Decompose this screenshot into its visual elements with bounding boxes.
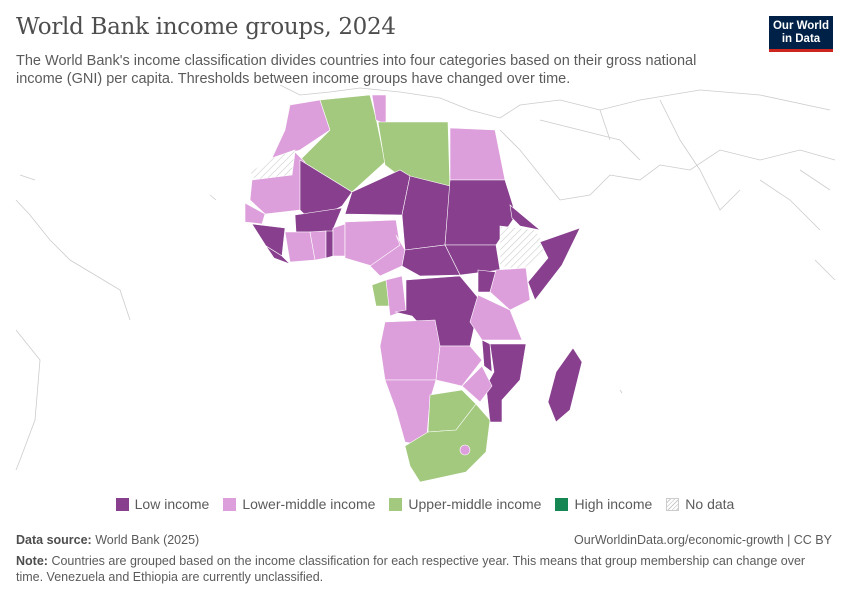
source-label: Data source:	[16, 533, 92, 547]
legend-swatch	[223, 497, 237, 511]
legend-item-lower-middle[interactable]: Lower-middle income	[223, 496, 375, 512]
map-legend: Low income Lower-middle income Upper-mid…	[0, 496, 850, 512]
owid-logo[interactable]: Our World in Data	[769, 16, 833, 52]
note-text: Countries are grouped based on the incom…	[16, 554, 806, 584]
country-malawi	[481, 339, 493, 373]
country-togo	[325, 230, 334, 259]
legend-swatch	[115, 497, 129, 511]
country-eritrea	[509, 204, 541, 231]
africa-income-map[interactable]	[0, 85, 850, 485]
legend-label: Lower-middle income	[242, 496, 376, 512]
legend-item-low[interactable]: Low income	[115, 496, 210, 512]
note-label: Note:	[16, 554, 48, 568]
country-madagascar	[547, 347, 583, 423]
chart-title: World Bank income groups, 2024	[16, 14, 396, 40]
source-link[interactable]: World Bank (2025)	[95, 533, 200, 547]
data-source: Data source: World Bank (2025)	[16, 533, 199, 547]
country-zambia	[435, 345, 483, 387]
country-egypt	[449, 127, 506, 181]
country-algeria	[299, 94, 386, 193]
world-outlines	[15, 85, 836, 471]
country-benin	[332, 223, 346, 257]
owid-url[interactable]: OurWorldinData.org/economic-growth | CC …	[574, 533, 832, 547]
legend-label: Upper-middle income	[408, 496, 542, 512]
country-liberia	[265, 245, 291, 265]
legend-label: No data	[685, 496, 735, 512]
country-kenya	[489, 267, 531, 311]
country-ethiopia	[499, 225, 549, 271]
country-car	[401, 244, 461, 277]
legend-item-no-data[interactable]: No data	[666, 496, 734, 512]
country-south-africa	[404, 403, 491, 483]
legend-label: High income	[574, 496, 653, 512]
country-zimbabwe	[461, 365, 493, 403]
country-congo	[385, 275, 407, 317]
country-somalia	[527, 227, 581, 301]
country-lesotho	[459, 444, 471, 456]
country-tanzania	[469, 294, 523, 341]
country-mozambique	[485, 343, 527, 423]
legend-label: Low income	[134, 496, 210, 512]
chart-subtitle: The World Bank's income classification d…	[16, 53, 697, 87]
country-chad	[401, 175, 451, 251]
country-angola	[379, 319, 441, 381]
chart-note: Note: Countries are grouped based on the…	[16, 553, 831, 585]
country-guinea	[251, 223, 286, 257]
country-senegal	[244, 202, 266, 225]
legend-swatch	[555, 497, 569, 511]
legend-swatch	[666, 497, 680, 511]
countries[interactable]	[244, 94, 583, 483]
legend-item-high[interactable]: High income	[555, 496, 652, 512]
legend-item-upper-middle[interactable]: Upper-middle income	[389, 496, 541, 512]
legend-swatch	[389, 497, 403, 511]
